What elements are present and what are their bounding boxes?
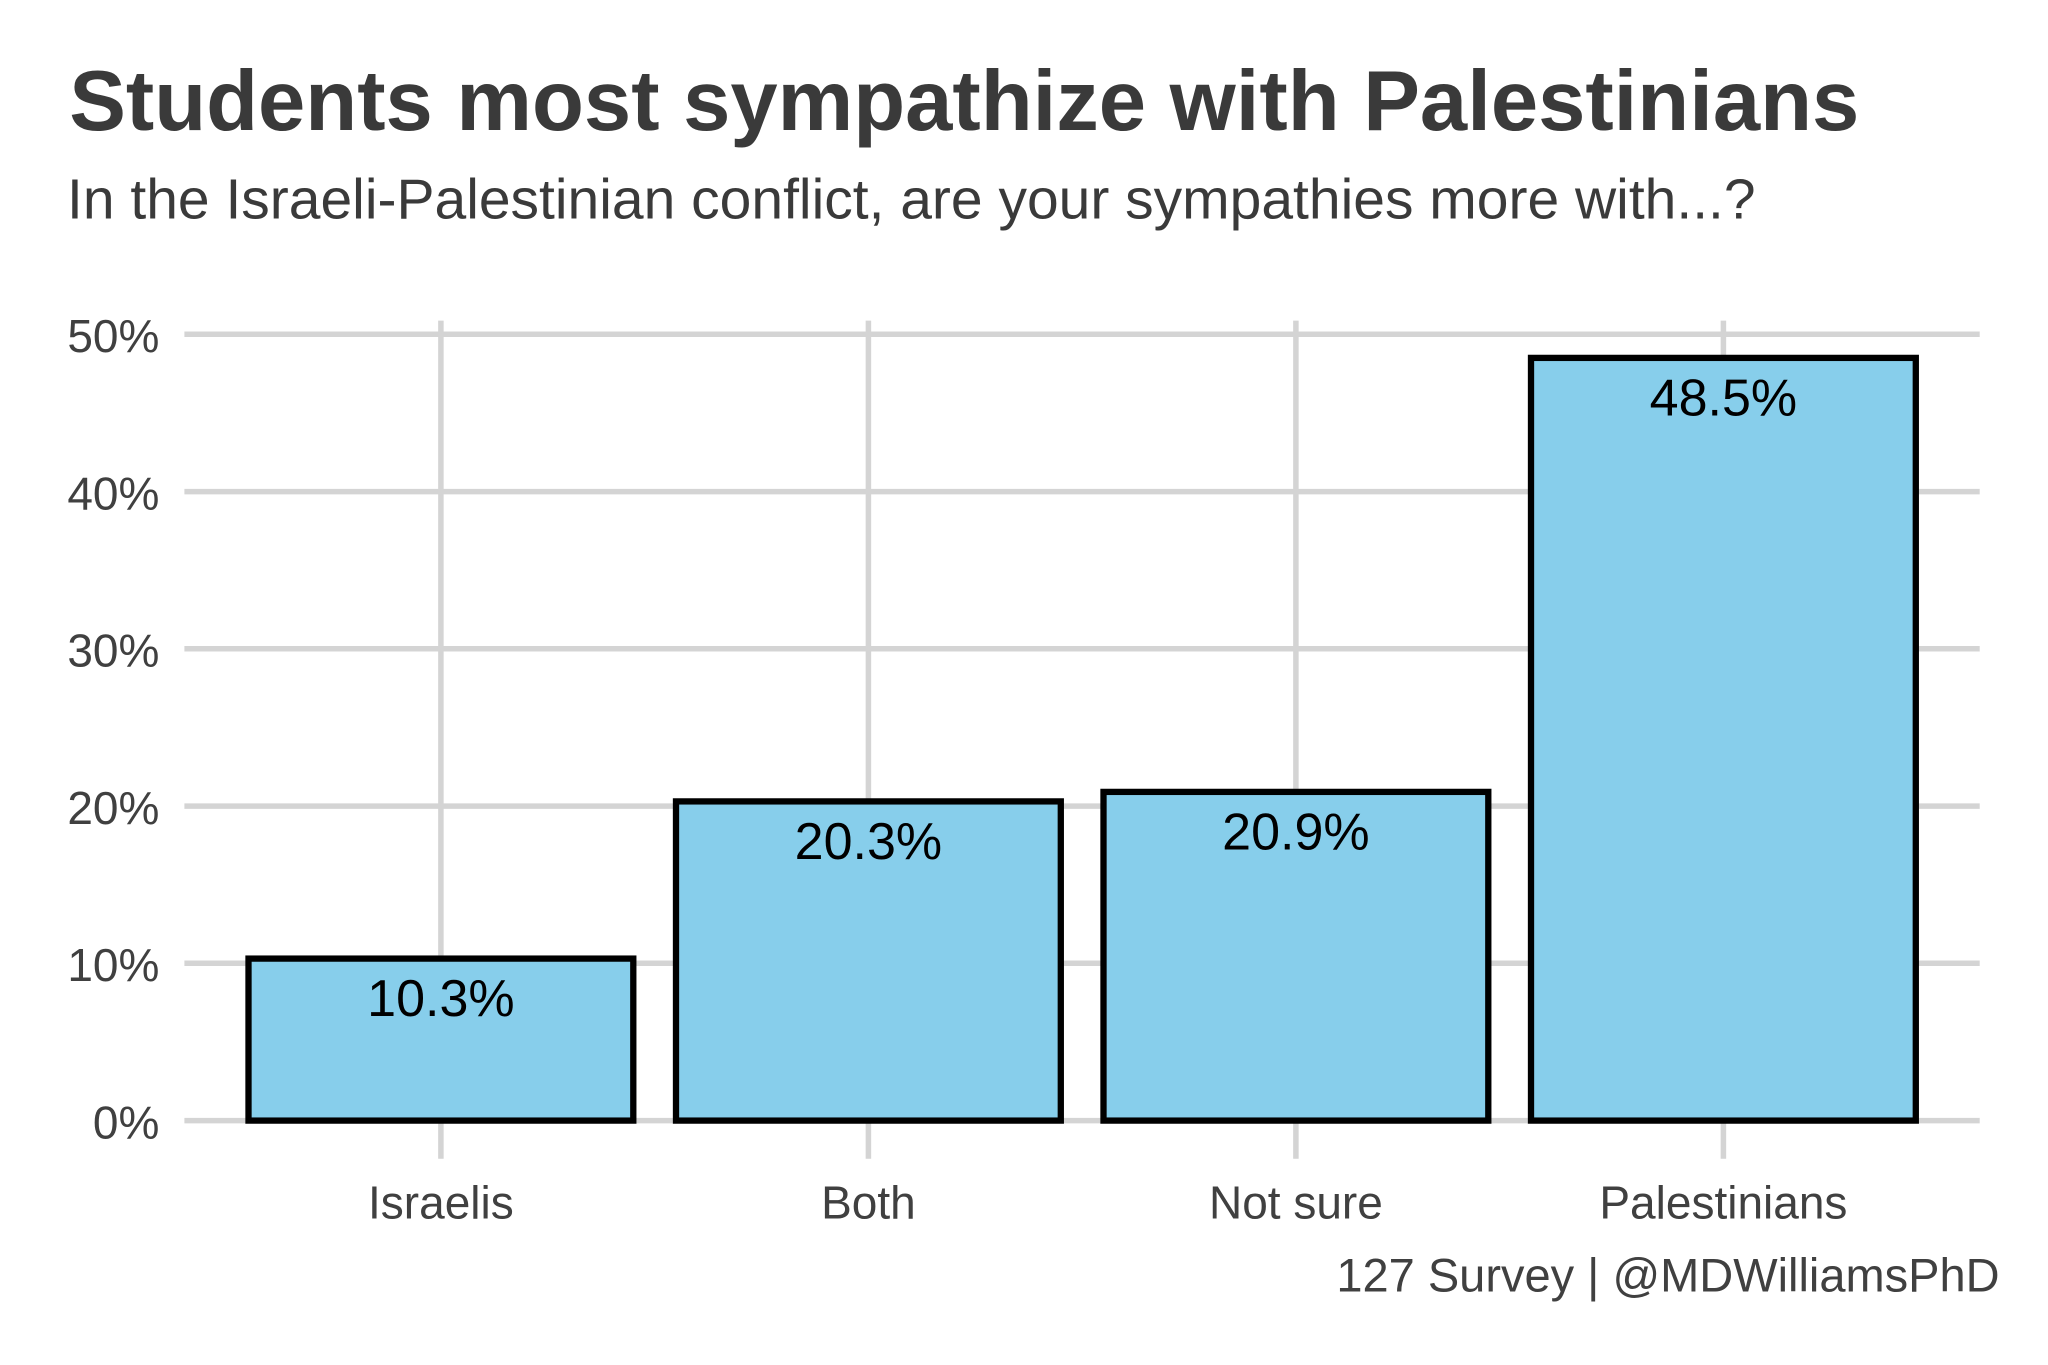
svg-text:Palestinians: Palestinians (1599, 1177, 1847, 1229)
svg-text:20.9%: 20.9% (1222, 803, 1369, 861)
svg-text:In the Israeli-Palestinian con: In the Israeli-Palestinian conflict, are… (67, 168, 1756, 232)
svg-text:Israelis: Israelis (368, 1177, 514, 1229)
svg-text:Not sure: Not sure (1209, 1177, 1383, 1229)
svg-text:10.3%: 10.3% (367, 970, 514, 1028)
svg-text:50%: 50% (67, 310, 159, 362)
svg-text:20%: 20% (67, 782, 159, 834)
svg-text:127 Survey | @MDWilliamsPhD: 127 Survey | @MDWilliamsPhD (1336, 1249, 1999, 1302)
svg-text:40%: 40% (67, 467, 159, 519)
svg-text:48.5%: 48.5% (1650, 369, 1797, 427)
svg-text:Students most sympathize with: Students most sympathize with Palestinia… (69, 54, 1859, 149)
svg-text:30%: 30% (67, 625, 159, 677)
svg-text:20.3%: 20.3% (795, 813, 942, 871)
svg-text:0%: 0% (93, 1096, 159, 1148)
svg-text:Both: Both (821, 1177, 916, 1229)
svg-text:10%: 10% (67, 939, 159, 991)
